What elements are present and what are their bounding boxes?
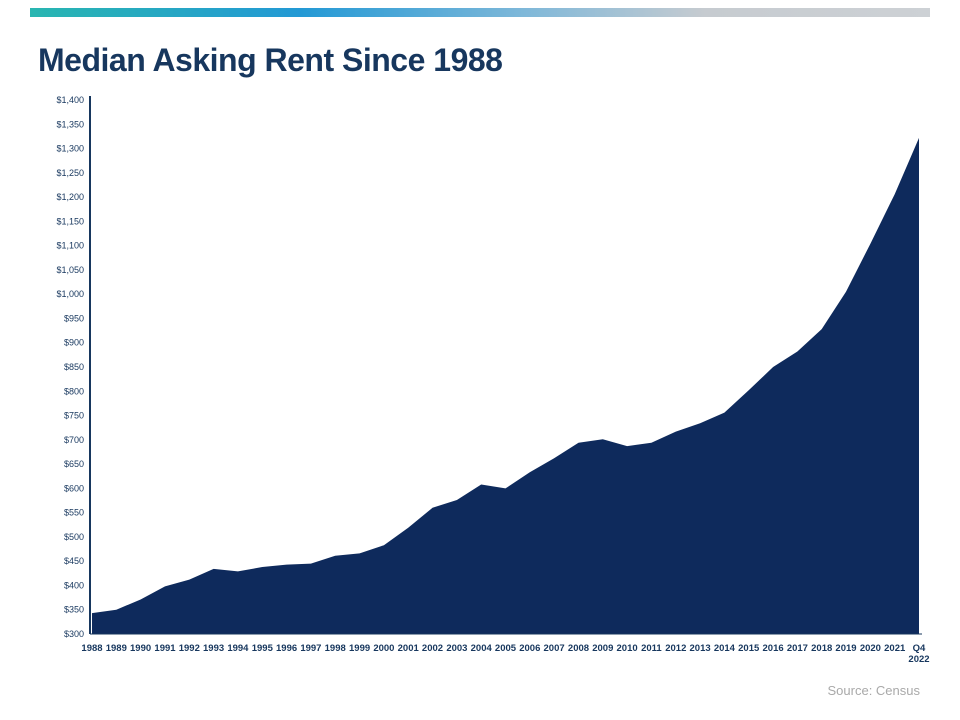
y-tick-label: $1,100 xyxy=(56,241,84,251)
x-tick-label: 1998 xyxy=(325,643,346,654)
x-tick-label: 2011 xyxy=(641,643,662,654)
y-tick-label: $450 xyxy=(64,556,84,566)
x-tick-label: 2003 xyxy=(446,643,467,654)
x-tick-label: 2019 xyxy=(835,643,856,654)
x-tick-label: 1996 xyxy=(276,643,297,654)
top-gradient-bar xyxy=(30,8,930,17)
x-tick-label: 2001 xyxy=(398,643,420,654)
y-tick-label: $650 xyxy=(64,459,84,469)
x-tick-label: 2009 xyxy=(592,643,613,654)
y-tick-label: $900 xyxy=(64,338,84,348)
y-tick-label: $400 xyxy=(64,580,84,590)
x-tick-label: 2013 xyxy=(690,643,711,654)
x-tick-label: 1993 xyxy=(203,643,224,654)
x-tick-label: 1999 xyxy=(349,643,370,654)
y-tick-label: $1,300 xyxy=(56,144,84,154)
x-tick-label: 1988 xyxy=(81,643,102,654)
y-tick-label: $750 xyxy=(64,411,84,421)
y-tick-label: $850 xyxy=(64,362,84,372)
x-tick-label: 1995 xyxy=(252,643,274,654)
x-tick-label: 2015 xyxy=(738,643,760,654)
x-tick-label: 2010 xyxy=(617,643,638,654)
area-series xyxy=(92,137,919,634)
x-tick-label: 2008 xyxy=(568,643,589,654)
x-tick-label: 2021 xyxy=(884,643,906,654)
y-tick-label: $1,150 xyxy=(56,216,84,226)
y-tick-label: $950 xyxy=(64,313,84,323)
y-tick-label: $1,350 xyxy=(56,119,84,129)
x-tick-label: 2000 xyxy=(373,643,394,654)
x-tick-label: 2012 xyxy=(665,643,686,654)
y-tick-label: $1,050 xyxy=(56,265,84,275)
y-tick-label: $600 xyxy=(64,483,84,493)
x-tick-label: 2007 xyxy=(544,643,565,654)
x-tick-label: 2005 xyxy=(495,643,517,654)
x-tick-label: 2002 xyxy=(422,643,443,654)
y-tick-label: $1,400 xyxy=(56,95,84,105)
x-tick-label: 1989 xyxy=(106,643,127,654)
source-note: Source: Census xyxy=(827,683,921,698)
x-tick-label: 1994 xyxy=(227,643,249,654)
y-tick-label: $700 xyxy=(64,435,84,445)
y-tick-label: $800 xyxy=(64,386,84,396)
y-tick-label: $300 xyxy=(64,629,84,639)
x-tick-label: 2022 xyxy=(908,654,929,665)
x-tick-label: 1992 xyxy=(179,643,200,654)
page-title: Median Asking Rent Since 1988 xyxy=(38,42,503,78)
y-tick-label: $500 xyxy=(64,532,84,542)
x-tick-label: 2018 xyxy=(811,643,832,654)
y-tick-label: $1,250 xyxy=(56,168,84,178)
x-tick-label: 2014 xyxy=(714,643,736,654)
x-tick-label: 2016 xyxy=(763,643,784,654)
x-tick-label: Q4 xyxy=(913,643,926,654)
x-tick-label: 1997 xyxy=(300,643,321,654)
x-tick-label: 2020 xyxy=(860,643,881,654)
x-tick-label: 1990 xyxy=(130,643,151,654)
x-tick-label: 1991 xyxy=(154,643,176,654)
y-tick-label: $550 xyxy=(64,508,84,518)
x-tick-label: 2017 xyxy=(787,643,808,654)
y-tick-label: $350 xyxy=(64,605,84,615)
y-tick-label: $1,000 xyxy=(56,289,84,299)
x-tick-label: 2004 xyxy=(471,643,493,654)
x-tick-label: 2006 xyxy=(519,643,540,654)
y-tick-label: $1,200 xyxy=(56,192,84,202)
